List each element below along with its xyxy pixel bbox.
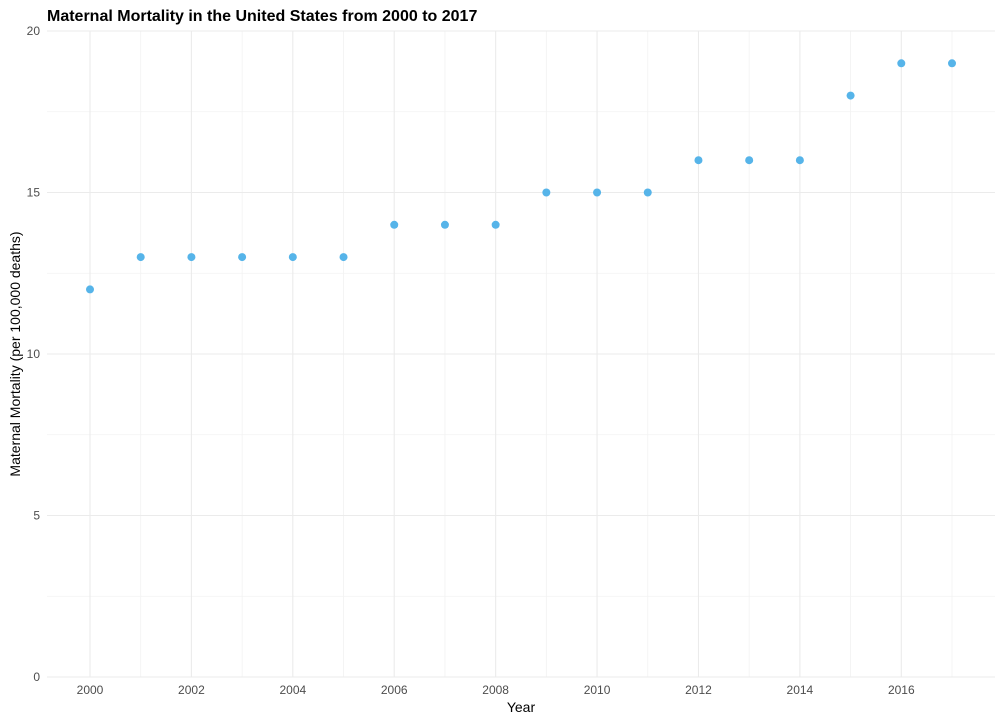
x-axis-ticks: 2000 2002 2004 2006 2008 2010 2012 2014 2016 xyxy=(77,683,915,697)
x-tick-label: 2008 xyxy=(482,683,509,697)
x-tick-label: 2006 xyxy=(381,683,408,697)
data-point xyxy=(136,253,145,262)
data-point xyxy=(846,91,855,100)
data-point xyxy=(542,188,551,197)
data-point xyxy=(86,285,94,294)
data-point xyxy=(288,253,297,262)
x-tick-label: 2000 xyxy=(77,683,104,697)
data-point xyxy=(643,188,652,197)
data-point xyxy=(897,59,906,68)
x-tick-label: 2002 xyxy=(178,683,205,697)
data-point xyxy=(238,253,247,262)
data-points xyxy=(86,59,956,294)
data-point xyxy=(390,220,399,229)
data-point xyxy=(745,156,754,165)
data-point xyxy=(795,156,804,165)
x-tick-label: 2014 xyxy=(787,683,814,697)
y-axis-ticks: 0 5 10 15 20 xyxy=(27,24,41,684)
data-point xyxy=(339,253,348,262)
y-tick-label: 10 xyxy=(27,347,41,361)
x-tick-label: 2016 xyxy=(888,683,915,697)
y-tick-label: 15 xyxy=(27,186,41,200)
y-axis-label: Maternal Mortality (per 100,000 deaths) xyxy=(7,231,23,476)
chart-title: Maternal Mortality in the United States … xyxy=(47,8,477,25)
x-tick-label: 2010 xyxy=(584,683,611,697)
data-point xyxy=(593,188,602,197)
y-tick-label: 5 xyxy=(33,509,40,523)
y-tick-label: 20 xyxy=(27,24,41,38)
data-point xyxy=(440,220,449,229)
data-point xyxy=(491,220,500,229)
data-point xyxy=(948,59,956,68)
grid xyxy=(47,30,995,678)
x-tick-label: 2012 xyxy=(685,683,712,697)
x-tick-label: 2004 xyxy=(279,683,306,697)
data-point xyxy=(694,156,703,165)
data-point xyxy=(187,253,196,262)
y-tick-label: 0 xyxy=(33,670,40,684)
x-axis-label: Year xyxy=(507,699,536,715)
